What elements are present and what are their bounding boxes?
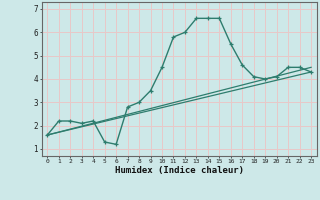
X-axis label: Humidex (Indice chaleur): Humidex (Indice chaleur) — [115, 166, 244, 175]
